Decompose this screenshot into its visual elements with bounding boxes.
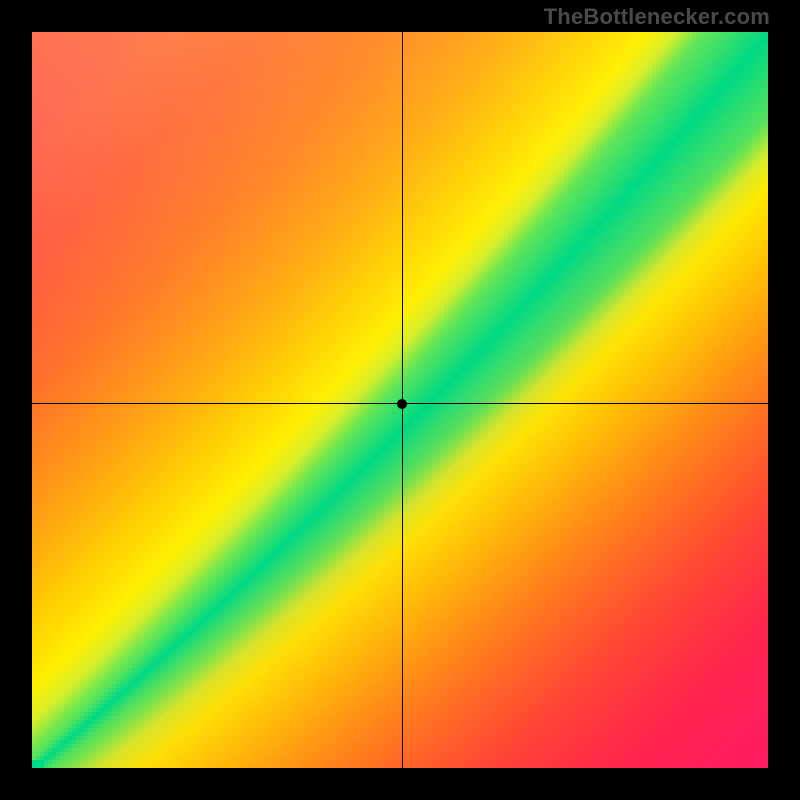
crosshair-marker	[397, 399, 407, 409]
watermark-text: TheBottlenecker.com	[544, 4, 770, 30]
